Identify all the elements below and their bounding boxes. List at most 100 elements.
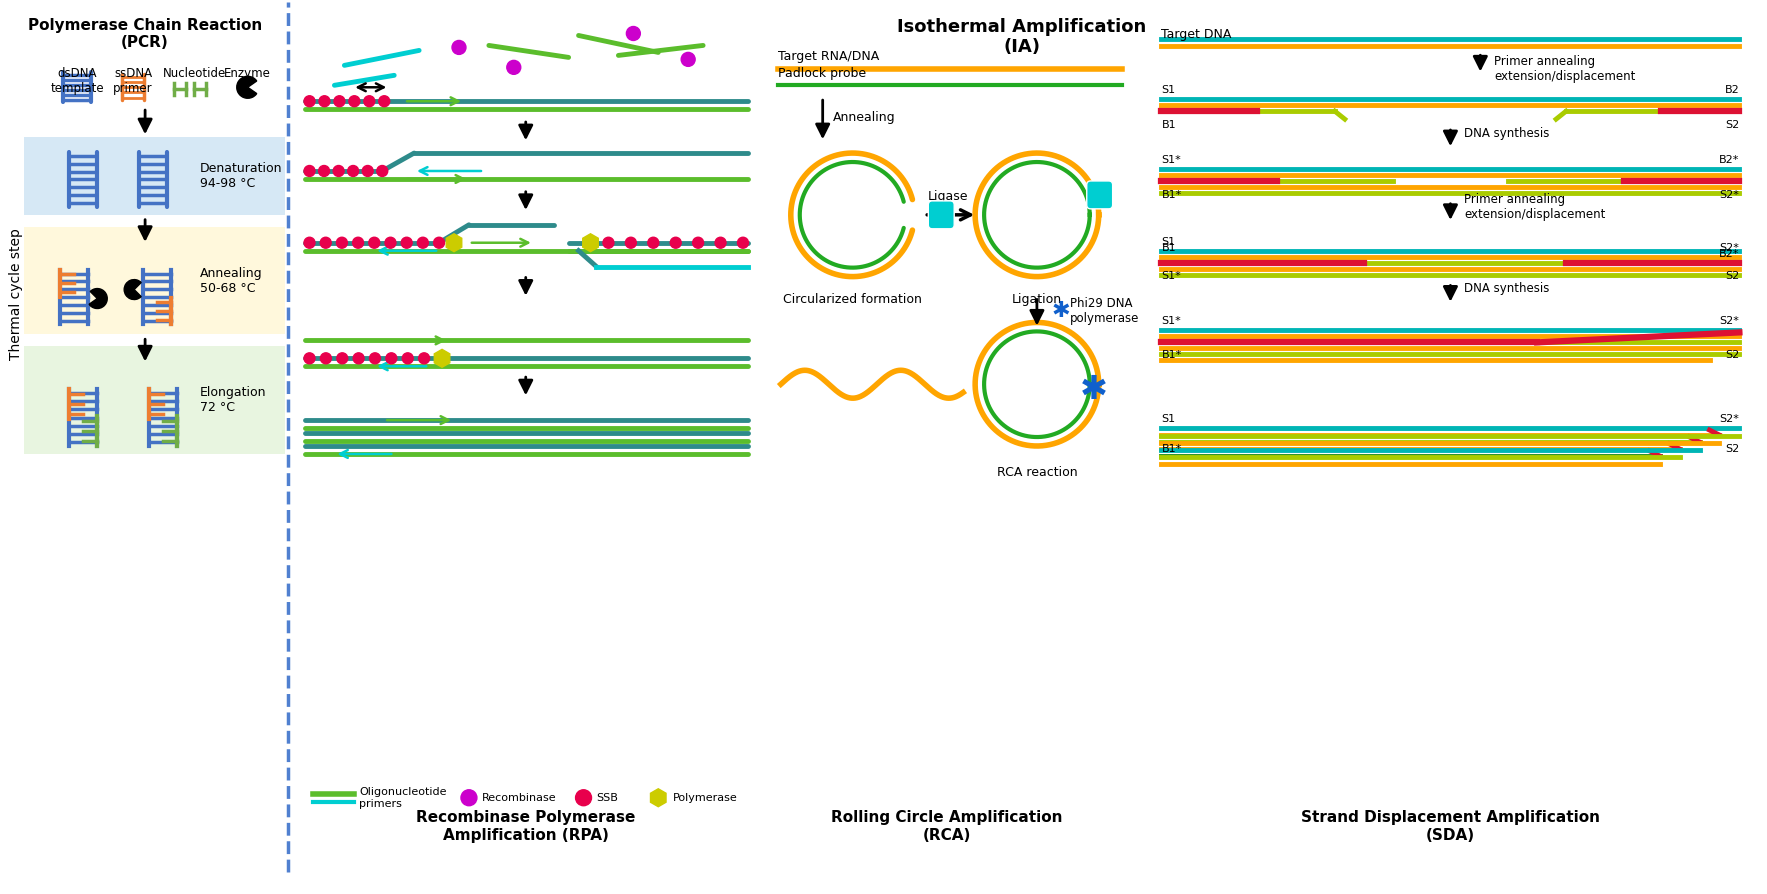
Circle shape <box>320 96 330 106</box>
Circle shape <box>452 40 466 55</box>
Wedge shape <box>88 289 108 308</box>
Text: Rolling Circle Amplification
(RCA): Rolling Circle Amplification (RCA) <box>832 810 1064 842</box>
Wedge shape <box>237 76 256 98</box>
Circle shape <box>304 353 315 364</box>
Text: Target RNA/DNA: Target RNA/DNA <box>777 50 880 63</box>
Text: B2*: B2* <box>1719 155 1739 165</box>
Circle shape <box>362 165 373 176</box>
Circle shape <box>376 165 387 176</box>
Text: Circularized formation: Circularized formation <box>783 292 922 306</box>
Text: B1*: B1* <box>1161 444 1182 454</box>
Circle shape <box>417 237 428 249</box>
Circle shape <box>626 237 636 249</box>
Text: RCA reaction: RCA reaction <box>997 466 1078 479</box>
FancyBboxPatch shape <box>928 201 954 229</box>
Circle shape <box>337 353 348 364</box>
Bar <box>23 137 284 215</box>
Circle shape <box>320 237 330 249</box>
Text: S1: S1 <box>1161 85 1175 96</box>
Circle shape <box>419 353 429 364</box>
Text: S2: S2 <box>1725 350 1739 360</box>
Text: Ligase: Ligase <box>928 190 968 203</box>
Text: B2*: B2* <box>1719 249 1739 258</box>
Circle shape <box>461 789 477 805</box>
Text: B1*: B1* <box>1161 190 1182 200</box>
Text: DNA synthesis: DNA synthesis <box>1465 283 1550 295</box>
Circle shape <box>334 165 345 176</box>
Text: Nucleotide: Nucleotide <box>163 67 226 80</box>
Circle shape <box>304 96 315 106</box>
Text: Polymerase: Polymerase <box>673 793 739 803</box>
Circle shape <box>737 237 749 249</box>
Circle shape <box>693 237 703 249</box>
Circle shape <box>364 96 375 106</box>
Text: Denaturation
94-98 °C: Denaturation 94-98 °C <box>200 162 283 190</box>
Text: Recombinase: Recombinase <box>482 793 557 803</box>
Text: ✱: ✱ <box>1080 373 1108 406</box>
Text: S1*: S1* <box>1161 155 1180 165</box>
Bar <box>23 346 284 454</box>
Text: Annealing: Annealing <box>832 111 896 123</box>
Text: Strand Displacement Amplification
(SDA): Strand Displacement Amplification (SDA) <box>1301 810 1599 842</box>
Circle shape <box>304 237 315 249</box>
Circle shape <box>318 165 329 176</box>
Text: Annealing
50-68 °C: Annealing 50-68 °C <box>200 266 263 295</box>
Text: S1*: S1* <box>1161 316 1180 326</box>
Text: S2: S2 <box>1725 120 1739 131</box>
Text: S1*: S1* <box>1161 271 1180 281</box>
Text: Isothermal Amplification
(IA): Isothermal Amplification (IA) <box>898 18 1147 56</box>
Text: dsDNA
template: dsDNA template <box>51 67 104 96</box>
Text: Ligation: Ligation <box>1012 292 1062 306</box>
Circle shape <box>348 96 360 106</box>
Circle shape <box>603 237 613 249</box>
Circle shape <box>385 237 396 249</box>
Text: Phi29 DNA
polymerase: Phi29 DNA polymerase <box>1069 298 1140 325</box>
Circle shape <box>353 353 364 364</box>
Circle shape <box>626 27 640 40</box>
Circle shape <box>304 165 315 176</box>
Text: DNA synthesis: DNA synthesis <box>1465 127 1550 139</box>
Text: ✱: ✱ <box>1051 301 1071 322</box>
Text: S2*: S2* <box>1719 242 1739 253</box>
Text: ssDNA
primer: ssDNA primer <box>113 67 154 96</box>
Circle shape <box>716 237 726 249</box>
Text: Enzyme: Enzyme <box>224 67 270 80</box>
Text: Elongation
72 °C: Elongation 72 °C <box>200 386 267 414</box>
Circle shape <box>353 237 364 249</box>
Text: B1: B1 <box>1161 120 1177 131</box>
Circle shape <box>369 353 380 364</box>
Text: B2: B2 <box>1725 85 1739 96</box>
Circle shape <box>401 237 412 249</box>
Circle shape <box>334 96 345 106</box>
Text: Padlock probe: Padlock probe <box>777 67 866 80</box>
Circle shape <box>336 237 348 249</box>
Text: B1*: B1* <box>1161 350 1182 360</box>
Text: S2: S2 <box>1725 444 1739 454</box>
Text: S1: S1 <box>1161 414 1175 424</box>
Text: S2*: S2* <box>1719 190 1739 200</box>
Bar <box>23 227 284 334</box>
Text: Target DNA: Target DNA <box>1161 28 1232 40</box>
Circle shape <box>320 353 332 364</box>
Text: B1: B1 <box>1161 242 1177 253</box>
Circle shape <box>348 165 359 176</box>
Text: SSB: SSB <box>597 793 618 803</box>
Circle shape <box>576 789 592 805</box>
Text: S1: S1 <box>1161 237 1175 247</box>
Text: S2: S2 <box>1725 271 1739 281</box>
Circle shape <box>433 237 445 249</box>
Text: S2*: S2* <box>1719 414 1739 424</box>
Text: Oligonucleotide
primers: Oligonucleotide primers <box>359 787 447 808</box>
Circle shape <box>682 53 694 66</box>
Text: Recombinase Polymerase
Amplification (RPA): Recombinase Polymerase Amplification (RP… <box>415 810 636 842</box>
Circle shape <box>403 353 413 364</box>
Circle shape <box>369 237 380 249</box>
Text: Thermal cycle step: Thermal cycle step <box>9 229 23 360</box>
Circle shape <box>648 237 659 249</box>
Circle shape <box>507 61 521 74</box>
Text: Polymerase Chain Reaction
(PCR): Polymerase Chain Reaction (PCR) <box>28 18 262 50</box>
Circle shape <box>670 237 682 249</box>
Text: Primer annealing
extension/displacement: Primer annealing extension/displacement <box>1495 55 1636 83</box>
Wedge shape <box>124 280 141 299</box>
Circle shape <box>378 96 391 106</box>
